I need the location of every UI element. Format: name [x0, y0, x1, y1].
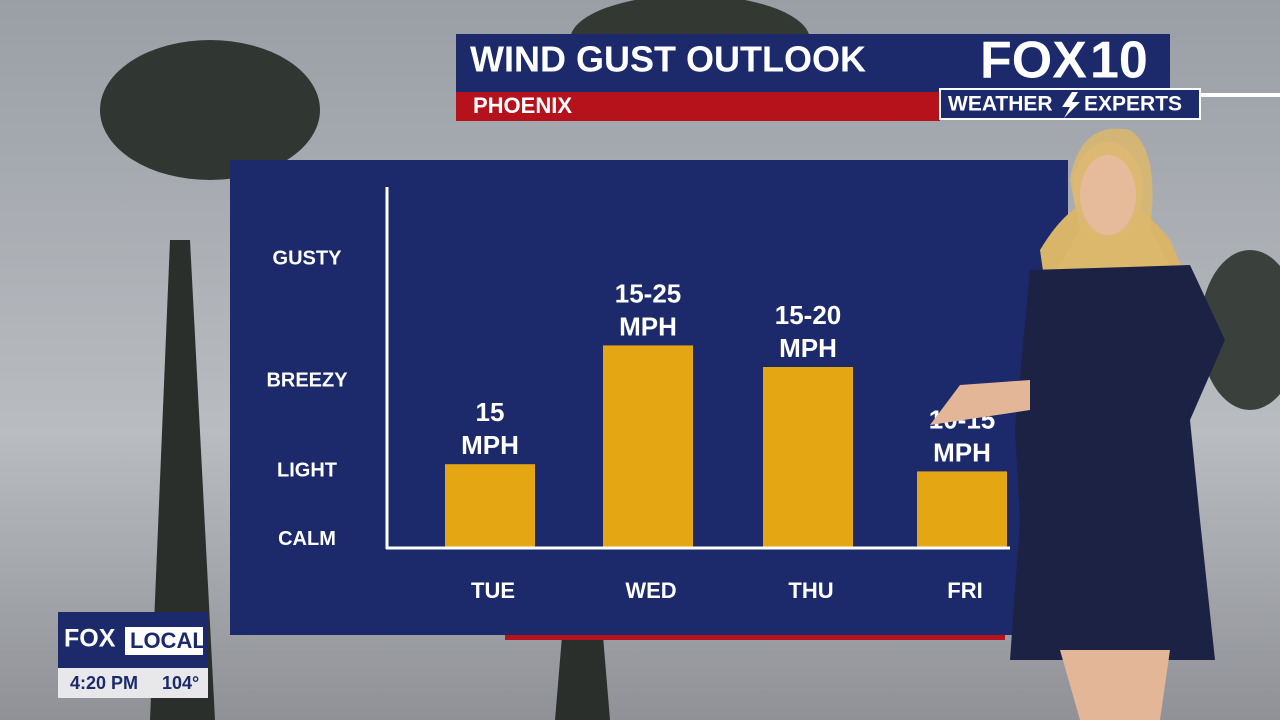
y-tick-label: GUSTY: [273, 247, 343, 269]
bug-temperature: 104°: [162, 673, 199, 693]
bar: [603, 345, 693, 547]
y-tick-label: CALM: [278, 528, 336, 550]
logo-bg: [940, 34, 1170, 92]
x-tick-label: WED: [625, 578, 676, 603]
x-tick-label: FRI: [947, 578, 982, 603]
bug-time-bar: [58, 668, 208, 698]
bug-brand: FOX: [64, 625, 116, 653]
presenter: [930, 128, 1225, 720]
location-bar: [456, 92, 940, 121]
location: PHOENIX: [473, 93, 572, 118]
bolt-icon: [1062, 92, 1080, 118]
bug-channel: LOCAL: [130, 628, 206, 653]
bar-label-unit: MPH: [779, 333, 837, 363]
y-tick-label: BREEZY: [266, 370, 348, 392]
bug-channel-box: [125, 627, 203, 655]
y-tick-label: LIGHT: [277, 460, 337, 482]
bar-label-range: 15: [476, 397, 505, 427]
logo-tagline-left: WEATHER: [948, 93, 1053, 116]
logo-brand: FOX: [980, 32, 1087, 90]
bar: [445, 464, 535, 547]
logo-number: 10: [1090, 32, 1148, 90]
bar-label-unit: MPH: [461, 430, 519, 460]
bar: [763, 367, 853, 547]
x-tick-label: THU: [788, 578, 833, 603]
bar-label-unit: MPH: [619, 311, 677, 341]
title: WIND GUST OUTLOOK: [470, 39, 866, 80]
panel-accent: [505, 635, 1005, 640]
bar-label-unit: MPH: [933, 437, 991, 467]
title-bar: [456, 34, 940, 92]
x-tick-label: TUE: [471, 578, 515, 603]
bar: [917, 471, 1007, 547]
bar-label-range: 15-20: [775, 300, 842, 330]
logo-tagline-right: EXPERTS: [1084, 93, 1182, 116]
bug-time: 4:20 PM: [70, 673, 138, 693]
bar-label-range: 15-25: [615, 278, 682, 308]
accent-line: [1200, 93, 1280, 97]
